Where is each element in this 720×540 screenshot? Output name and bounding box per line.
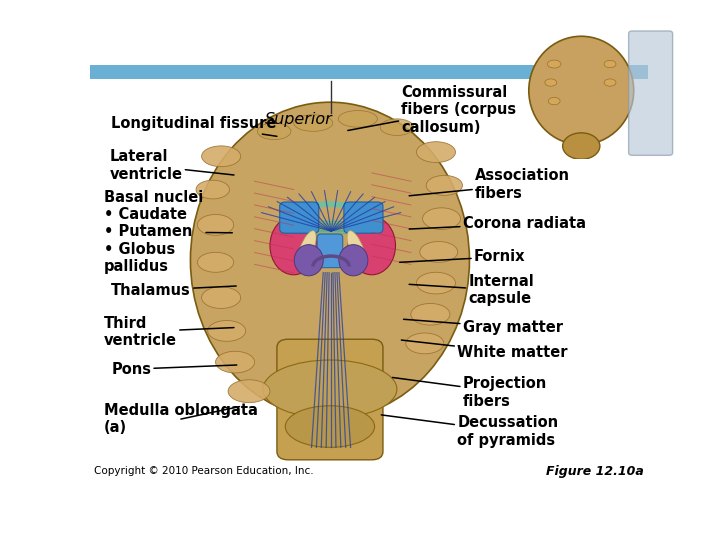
Ellipse shape: [426, 176, 462, 195]
Ellipse shape: [297, 231, 316, 269]
Text: Fornix: Fornix: [400, 249, 526, 265]
Text: Corona radiata: Corona radiata: [409, 216, 586, 231]
Text: Pons: Pons: [111, 362, 237, 377]
Ellipse shape: [285, 406, 374, 447]
Text: Association
fibers: Association fibers: [409, 168, 570, 201]
Ellipse shape: [190, 102, 469, 418]
Ellipse shape: [228, 380, 270, 403]
Ellipse shape: [202, 287, 240, 308]
Ellipse shape: [416, 272, 456, 294]
Ellipse shape: [562, 133, 600, 159]
Text: Thalamus: Thalamus: [111, 282, 236, 298]
Text: Gray matter: Gray matter: [404, 319, 563, 335]
Ellipse shape: [197, 214, 234, 235]
Text: Third
ventricle: Third ventricle: [104, 315, 234, 348]
Ellipse shape: [604, 60, 616, 68]
Text: Internal
capsule: Internal capsule: [409, 274, 534, 306]
Ellipse shape: [411, 303, 450, 325]
Ellipse shape: [258, 123, 291, 140]
Text: Projection
fibers: Projection fibers: [392, 376, 547, 409]
Ellipse shape: [202, 146, 240, 167]
Ellipse shape: [423, 208, 461, 230]
Ellipse shape: [294, 245, 323, 276]
Text: Superior: Superior: [266, 112, 333, 127]
Ellipse shape: [406, 333, 444, 354]
Text: Lateral
ventricle: Lateral ventricle: [109, 149, 234, 181]
FancyBboxPatch shape: [277, 339, 383, 460]
Ellipse shape: [604, 79, 616, 86]
FancyBboxPatch shape: [344, 202, 383, 233]
FancyBboxPatch shape: [317, 234, 343, 268]
Ellipse shape: [215, 352, 255, 373]
Ellipse shape: [339, 245, 368, 276]
Ellipse shape: [338, 111, 377, 127]
Ellipse shape: [547, 60, 561, 68]
Ellipse shape: [270, 217, 318, 275]
Ellipse shape: [348, 217, 395, 275]
Text: Decussation
of pyramids: Decussation of pyramids: [382, 415, 558, 448]
Ellipse shape: [197, 252, 234, 272]
Ellipse shape: [347, 231, 366, 269]
Text: Longitudinal fissure: Longitudinal fissure: [111, 116, 277, 136]
Text: White matter: White matter: [401, 340, 567, 360]
Ellipse shape: [196, 180, 230, 199]
Ellipse shape: [208, 321, 246, 341]
FancyBboxPatch shape: [279, 202, 319, 233]
Ellipse shape: [420, 241, 458, 262]
FancyBboxPatch shape: [629, 31, 672, 156]
Ellipse shape: [545, 79, 557, 86]
Text: Basal nuclei
• Caudate
• Putamen
• Globus
pallidus: Basal nuclei • Caudate • Putamen • Globu…: [104, 190, 233, 274]
Ellipse shape: [528, 36, 634, 145]
Ellipse shape: [263, 360, 397, 418]
Ellipse shape: [294, 114, 333, 131]
Text: Figure 12.10a: Figure 12.10a: [546, 465, 644, 478]
Bar: [90, 65, 648, 79]
Ellipse shape: [416, 141, 456, 163]
Ellipse shape: [380, 119, 414, 136]
Text: Medulla oblongata
(a): Medulla oblongata (a): [104, 403, 258, 435]
Text: Copyright © 2010 Pearson Education, Inc.: Copyright © 2010 Pearson Education, Inc.: [94, 467, 314, 476]
Ellipse shape: [548, 97, 560, 105]
Text: Commissural
fibers (corpus
callosum): Commissural fibers (corpus callosum): [348, 85, 516, 134]
